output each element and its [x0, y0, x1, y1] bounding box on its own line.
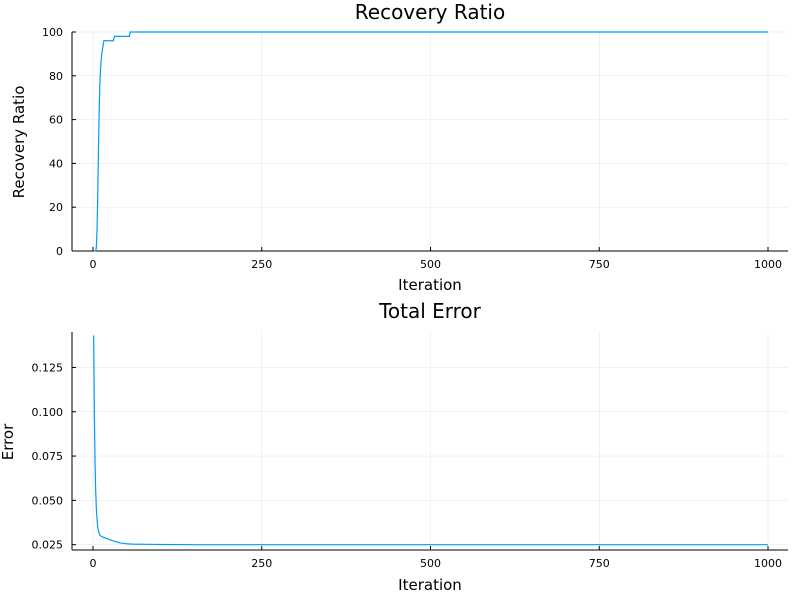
total-error-x-tick-label: 0 [90, 557, 97, 570]
total-error-y-axis-label: Error [0, 423, 17, 460]
total-error-x-tick-label: 250 [251, 557, 272, 570]
recovery-ratio-x-tick-label: 0 [90, 258, 97, 271]
recovery-ratio-y-axis-label: Recovery Ratio [10, 86, 28, 199]
recovery-ratio-y-ticks: 0 20 40 60 80 100 [42, 26, 76, 258]
recovery-ratio-subplot: Recovery Ratio 0 250 500 750 1000 0 20 40 60 80 1… [10, 0, 788, 294]
recovery-ratio-title: Recovery Ratio [355, 0, 505, 24]
total-error-x-tick-label: 1000 [754, 557, 782, 570]
recovery-ratio-x-tick-label: 250 [251, 258, 272, 271]
recovery-ratio-y-tick-label: 60 [49, 114, 63, 127]
total-error-x-tick-label: 500 [420, 557, 441, 570]
total-error-x-tick-label: 750 [589, 557, 610, 570]
total-error-series [93, 335, 768, 546]
recovery-ratio-series [93, 31, 768, 252]
total-error-y-tick-label: 0.050 [32, 494, 64, 507]
total-error-y-tick-label: 0.125 [32, 361, 64, 374]
total-error-y-tick-label: 0.100 [32, 406, 64, 419]
recovery-ratio-x-ticks: 0 250 500 750 1000 [90, 247, 782, 271]
recovery-ratio-y-tick-label: 80 [49, 70, 63, 83]
recovery-ratio-y-tick-label: 100 [42, 26, 63, 39]
recovery-ratio-x-tick-label: 1000 [754, 258, 782, 271]
recovery-ratio-x-tick-label: 750 [589, 258, 610, 271]
recovery-ratio-x-axis-label: Iteration [398, 276, 462, 294]
recovery-ratio-y-tick-label: 20 [49, 201, 63, 214]
total-error-y-ticks: 0.025 0.050 0.075 0.100 0.125 [32, 361, 76, 552]
total-error-subplot: Total Error 0 250 500 750 1000 0.0250.0500.0… [0, 299, 788, 594]
recovery-ratio-y-tick-label: 0 [56, 245, 63, 258]
total-error-series-line [93, 335, 768, 546]
total-error-y-tick-label: 0.075 [32, 450, 64, 463]
recovery-ratio-series-line [93, 31, 768, 252]
recovery-ratio-y-tick-label: 40 [49, 157, 63, 170]
total-error-y-tick-label: 0.025 [32, 539, 64, 552]
total-error-title: Total Error [378, 299, 482, 323]
total-error-x-ticks: 0 250 500 750 1000 [90, 546, 782, 570]
recovery-ratio-x-tick-label: 500 [420, 258, 441, 271]
total-error-x-axis-label: Iteration [398, 576, 462, 594]
